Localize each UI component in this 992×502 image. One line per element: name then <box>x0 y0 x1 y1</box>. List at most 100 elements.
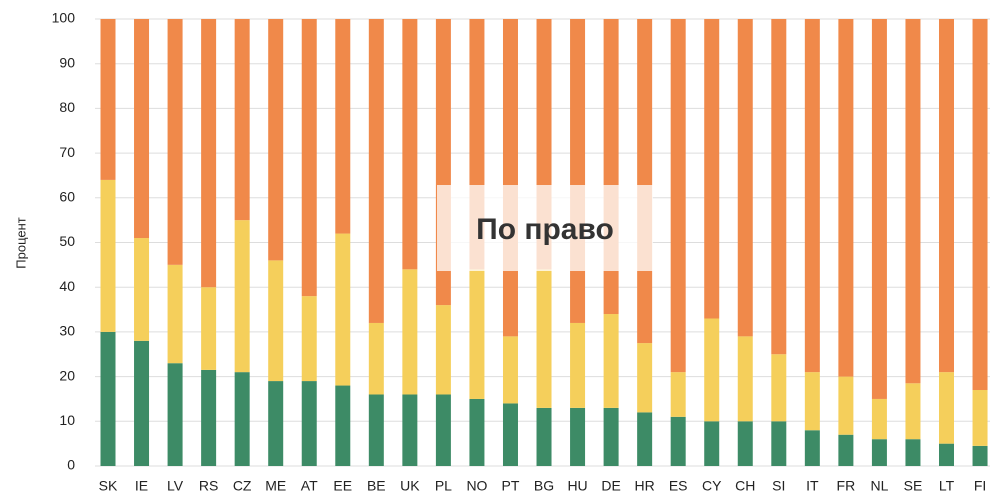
bar-segment <box>670 372 686 417</box>
x-tick-label: SK <box>99 478 118 494</box>
bar-segment <box>637 19 653 344</box>
bar-segment <box>670 19 686 373</box>
bar-segment <box>234 220 250 373</box>
x-tick-label: SE <box>904 478 923 494</box>
x-tick-label: DE <box>601 478 620 494</box>
bar-segment <box>435 394 451 466</box>
x-tick-label: PT <box>502 478 520 494</box>
bar-segment <box>201 287 217 370</box>
x-tick-label: ES <box>669 478 688 494</box>
bar-segment <box>704 318 720 422</box>
x-tick-label: AT <box>301 478 318 494</box>
bar-segment <box>100 179 116 332</box>
bar-segment <box>737 336 753 422</box>
annotation: По право <box>476 213 614 246</box>
bar-segment <box>603 314 619 408</box>
bar-segment <box>603 407 619 466</box>
bar-segment <box>167 264 183 364</box>
x-tick-label: FR <box>837 478 856 494</box>
bar-segment <box>804 372 820 431</box>
bar-segment <box>201 19 217 288</box>
bar-segment <box>939 443 954 466</box>
bar-segment <box>771 354 787 422</box>
bar-segment <box>905 439 921 466</box>
bar-segment <box>771 421 787 466</box>
x-tick-label: CZ <box>233 478 252 494</box>
bar-segment <box>335 385 351 466</box>
bar-segment <box>167 19 183 265</box>
bar-segment <box>939 372 954 444</box>
y-tick-label: 50 <box>59 233 75 249</box>
x-tick-label: IT <box>806 478 819 494</box>
x-tick-label: HU <box>567 478 587 494</box>
bar-segment <box>804 430 820 466</box>
bar-segment <box>536 269 552 408</box>
x-tick-label: BG <box>534 478 554 494</box>
bar-segment <box>335 19 351 234</box>
y-tick-label: 0 <box>67 457 75 473</box>
bar-segment <box>905 19 921 384</box>
y-tick-label: 10 <box>59 412 75 428</box>
bar-segment <box>939 19 954 373</box>
x-tick-label: IE <box>135 478 148 494</box>
bar-segment <box>167 363 183 466</box>
bar-segment <box>301 296 317 382</box>
y-tick-label: 60 <box>59 189 75 205</box>
bar-segment <box>838 376 854 435</box>
x-tick-label: BE <box>367 478 386 494</box>
bar-segment <box>536 407 552 466</box>
bar-segment <box>972 19 988 391</box>
x-tick-label: NO <box>466 478 487 494</box>
bar-segment <box>134 340 150 466</box>
y-tick-label: 30 <box>59 323 75 339</box>
y-tick-label: 100 <box>52 10 76 26</box>
bar-segment <box>368 394 384 466</box>
x-tick-label: UK <box>400 478 420 494</box>
bar-segment <box>502 336 518 404</box>
bar-segment <box>670 416 686 466</box>
bar-segment <box>234 19 250 221</box>
y-tick-label: 70 <box>59 144 75 160</box>
x-tick-label: SI <box>772 478 785 494</box>
bar-segment <box>301 19 317 297</box>
bar-segment <box>637 412 653 466</box>
bar-segment <box>335 233 351 386</box>
bars <box>100 19 988 466</box>
bar-segment <box>737 421 753 466</box>
bar-segment <box>234 372 250 466</box>
bar-segment <box>704 19 720 319</box>
bar-segment <box>435 305 451 395</box>
bar-segment <box>771 19 787 355</box>
x-tick-label: RS <box>199 478 218 494</box>
y-tick-label: 40 <box>59 278 75 294</box>
bar-segment <box>570 407 586 466</box>
bar-segment <box>100 19 116 180</box>
bar-segment <box>368 19 384 323</box>
bar-segment <box>268 260 284 382</box>
bar-segment <box>838 19 854 377</box>
x-tick-label: PL <box>435 478 452 494</box>
bar-segment <box>402 394 418 466</box>
bar-segment <box>570 322 586 408</box>
x-tick-label: CH <box>735 478 755 494</box>
bar-segment <box>871 439 887 466</box>
bar-segment <box>268 19 284 261</box>
bar-segment <box>268 381 284 466</box>
bar-segment <box>871 398 887 440</box>
bar-segment <box>134 238 150 341</box>
bar-segment <box>502 403 518 466</box>
y-axis-label: Процент <box>13 217 28 269</box>
bar-segment <box>368 322 384 395</box>
annotation-box <box>437 185 653 271</box>
bar-segment <box>134 19 150 239</box>
bar-segment <box>301 381 317 466</box>
x-tick-label: NL <box>870 478 888 494</box>
x-tick-label: LT <box>939 478 955 494</box>
x-tick-label: FI <box>974 478 986 494</box>
bar-segment <box>469 269 485 399</box>
x-tick-label: EE <box>333 478 352 494</box>
bar-segment <box>502 19 518 337</box>
y-tick-label: 20 <box>59 367 75 383</box>
bar-segment <box>972 390 988 446</box>
